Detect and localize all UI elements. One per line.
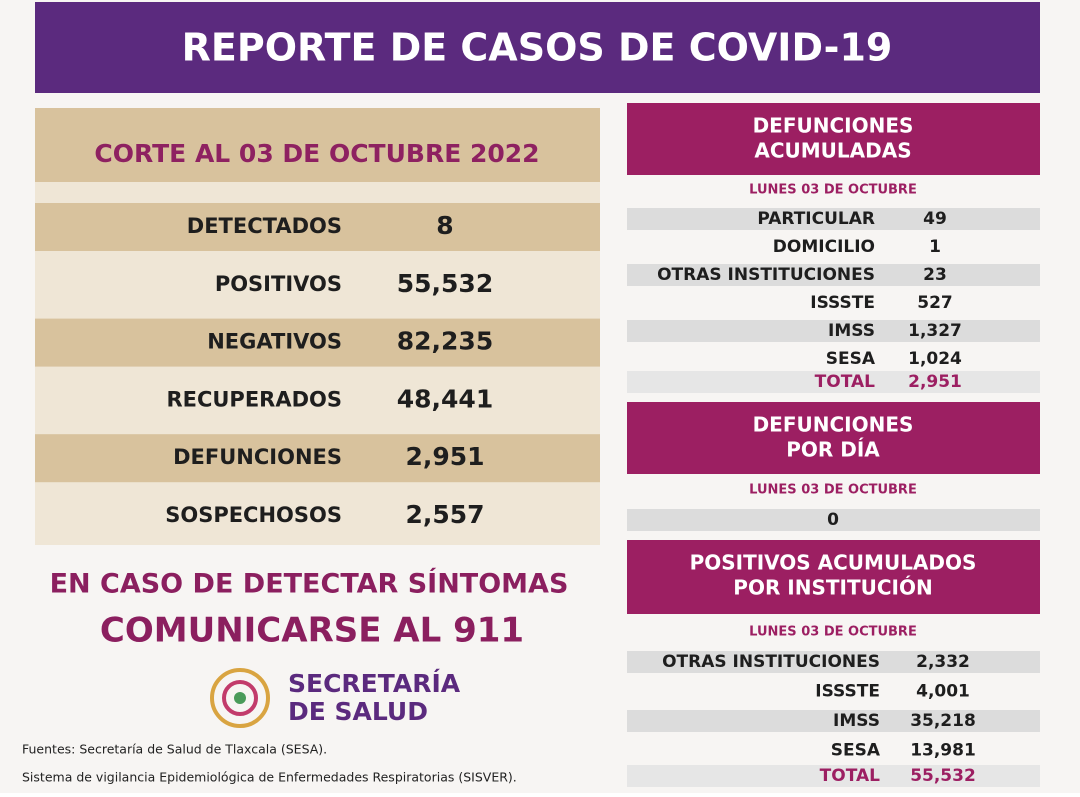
section-date: LUNES 03 DE OCTUBRE — [749, 483, 917, 498]
row-label: ISSSTE — [815, 682, 880, 702]
row-value: 23 — [923, 265, 947, 285]
row-label: POSITIVOS — [215, 272, 342, 296]
row-label: ISSSTE — [810, 293, 875, 313]
row-value: 2,951 — [405, 442, 484, 471]
row-band — [627, 509, 1040, 531]
logo-icon — [210, 668, 270, 728]
row-label: SOSPECHOSOS — [165, 503, 342, 527]
row-band — [35, 434, 600, 483]
row-value: 1,327 — [908, 321, 962, 341]
row-value: 49 — [923, 209, 947, 229]
row-label: IMSS — [833, 711, 880, 731]
total-value: 2,951 — [908, 372, 962, 392]
header-bar — [35, 2, 1040, 93]
row-value: 8 — [436, 211, 453, 240]
row-band — [627, 208, 1040, 230]
logo-text: SECRETARÍA — [288, 669, 461, 698]
section-header — [627, 540, 1040, 614]
section-title: POR DÍA — [786, 438, 880, 462]
section-date: LUNES 03 DE OCTUBRE — [749, 625, 917, 640]
section-header — [627, 402, 1040, 474]
row-band — [35, 203, 600, 251]
total-label: TOTAL — [815, 372, 875, 392]
section-date: LUNES 03 DE OCTUBRE — [749, 183, 917, 198]
row-label: DOMICILIO — [773, 237, 875, 257]
section-title: DEFUNCIONES — [753, 413, 914, 437]
row-label: NEGATIVOS — [207, 330, 342, 354]
call-line: EN CASO DE DETECTAR SÍNTOMAS — [50, 568, 569, 600]
source: Sistema de vigilancia Epidemiológica de … — [22, 770, 517, 785]
section-title: ACUMULADAS — [754, 139, 911, 163]
row-label: PARTICULAR — [757, 209, 875, 229]
row-label: SESA — [826, 349, 876, 369]
row-value: 55,532 — [397, 269, 493, 298]
row-value: 2,332 — [916, 652, 970, 672]
section-title: POR INSTITUCIÓN — [733, 576, 932, 600]
row-value: 527 — [917, 293, 953, 313]
total-band — [627, 765, 1040, 787]
call-line: COMUNICARSE AL 911 — [100, 611, 524, 651]
row-label: SESA — [831, 741, 881, 761]
row-value: 1,024 — [908, 349, 962, 369]
logo-text: DE SALUD — [288, 697, 428, 726]
total-label: TOTAL — [820, 766, 880, 786]
row-value: 0 — [827, 510, 839, 530]
row-band — [627, 710, 1040, 732]
row-band — [627, 320, 1040, 342]
total-value: 55,532 — [910, 766, 976, 786]
total-band — [627, 371, 1040, 393]
cut-band — [35, 108, 600, 182]
row-label: DETECTADOS — [187, 214, 342, 238]
section-title: POSITIVOS ACUMULADOS — [690, 551, 977, 575]
source: Fuentes: Secretaría de Salud de Tlaxcala… — [22, 742, 327, 757]
row-label: RECUPERADOS — [166, 387, 342, 411]
row-band — [627, 264, 1040, 286]
row-value: 13,981 — [910, 741, 976, 761]
row-label: OTRAS INSTITUCIONES — [662, 652, 880, 672]
cut-date: CORTE AL 03 DE OCTUBRE 2022 — [94, 139, 539, 168]
row-label: DEFUNCIONES — [173, 445, 342, 469]
row-band — [35, 318, 600, 367]
row-label: OTRAS INSTITUCIONES — [657, 265, 875, 285]
section-header — [627, 103, 1040, 175]
row-band — [627, 651, 1040, 673]
row-value: 1 — [929, 237, 941, 257]
row-value: 48,441 — [397, 384, 493, 413]
title: REPORTE DE CASOS DE COVID-19 — [182, 26, 893, 70]
row-value: 2,557 — [405, 500, 484, 529]
row-value: 82,235 — [397, 327, 493, 356]
row-label: IMSS — [828, 321, 875, 341]
row-value: 35,218 — [910, 711, 976, 731]
section-title: DEFUNCIONES — [753, 114, 914, 138]
row-value: 4,001 — [916, 682, 970, 702]
